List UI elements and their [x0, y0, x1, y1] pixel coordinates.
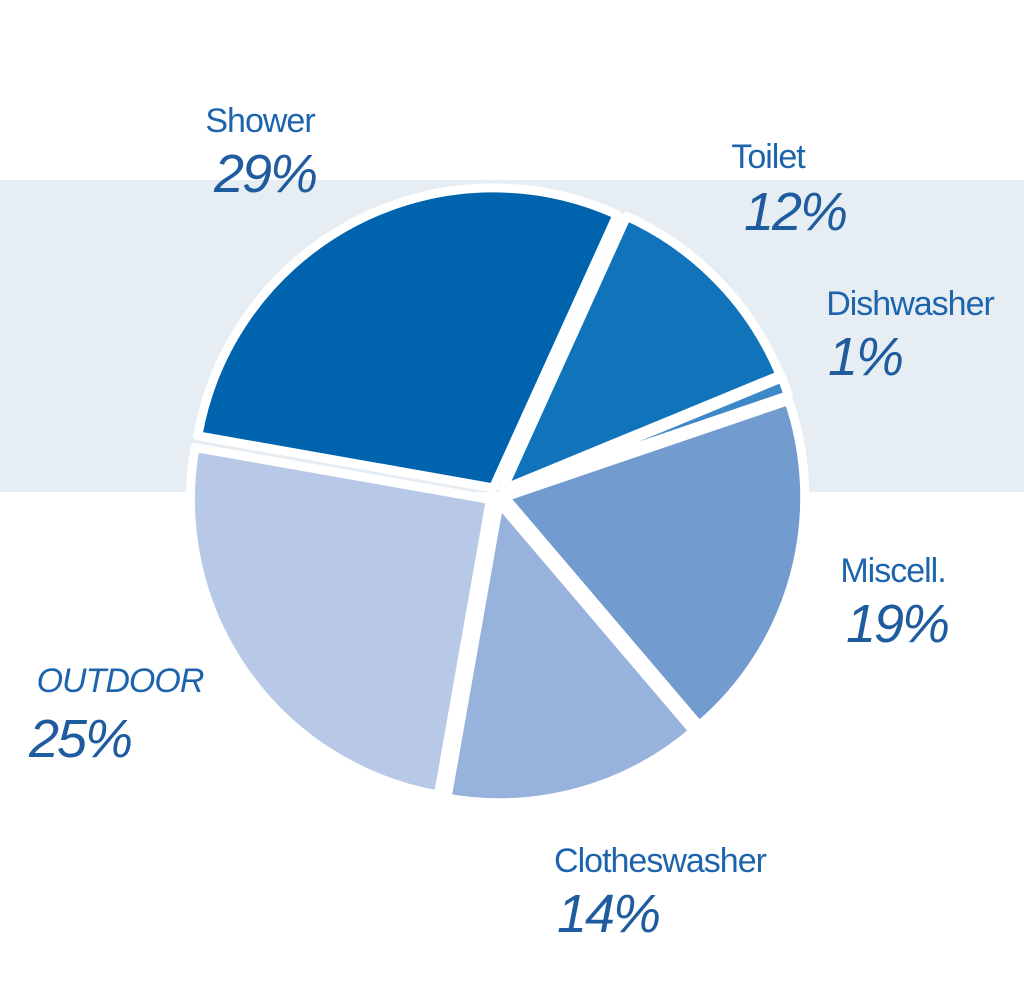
pie-slice [193, 183, 622, 493]
pie-slice [498, 211, 785, 494]
slice-label: Clotheswasher [554, 842, 767, 880]
value-label: 14% [557, 884, 659, 944]
pie-slice [442, 498, 699, 808]
slice-label: Shower [205, 102, 315, 140]
slice-label: Toilet [731, 138, 806, 176]
pie [185, 183, 810, 808]
slice-label: Miscell. [840, 552, 945, 590]
labels: Shower 29% Toilet 12% Dishwasher 1% Miscell. 19… [28, 102, 996, 944]
value-label: 29% [213, 144, 316, 204]
value-label: 19% [846, 594, 948, 654]
value-label: 1% [828, 327, 902, 387]
pie-slice [185, 442, 495, 800]
pie-slice [499, 373, 793, 497]
slice-label: OUTDOOR [37, 662, 204, 700]
value-label: 25% [28, 709, 131, 769]
value-label: 12% [744, 182, 846, 242]
pie-slice [500, 395, 810, 731]
slice-label: Dishwasher [826, 285, 994, 323]
